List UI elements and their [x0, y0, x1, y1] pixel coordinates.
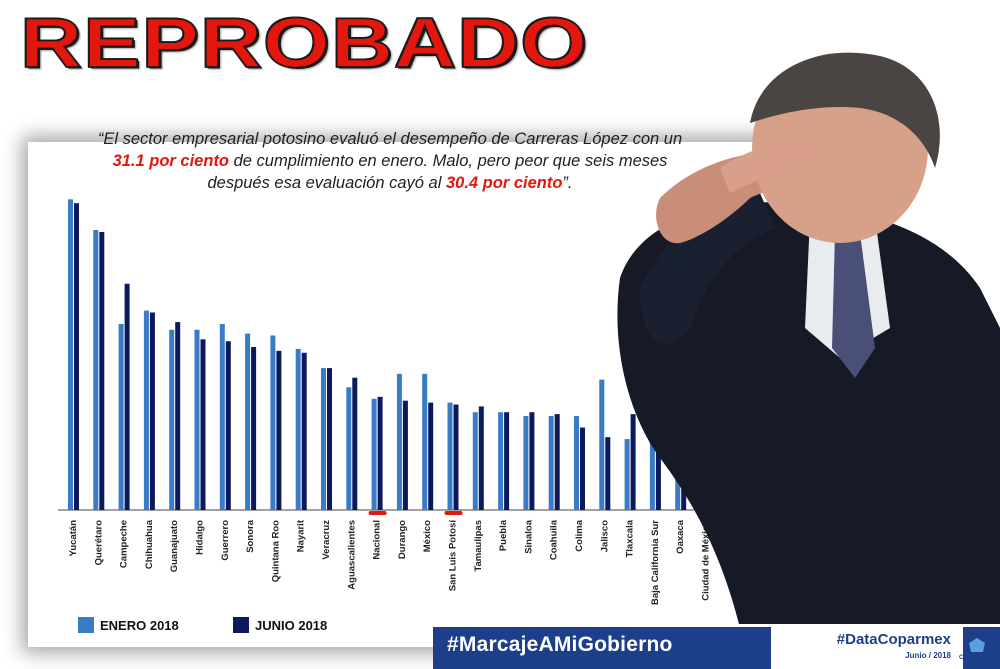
quote-part-1: “El sector empresarial potosino evaluó e…	[97, 130, 683, 148]
bar-junio	[605, 437, 611, 510]
bar-junio	[478, 406, 484, 510]
bar-enero	[321, 368, 326, 510]
x-tick-label: Yucatán	[68, 520, 79, 557]
legend-swatch-enero	[78, 617, 94, 633]
x-tick-label: Colima	[574, 519, 585, 551]
highlight-mark	[444, 511, 463, 515]
x-tick-label: Oaxaca	[675, 519, 686, 554]
x-tick-label: Aguascalientes	[346, 520, 357, 590]
bar-junio	[504, 412, 510, 510]
bar-enero	[118, 323, 124, 510]
quote-part-2: de cumplimiento en enero. Malo, pero peo…	[207, 152, 668, 192]
bar-enero	[599, 379, 605, 510]
bar-junio	[200, 339, 206, 510]
bar-enero	[194, 329, 200, 510]
banner-data-coparmex: #DataCoparmex Junio / 2018	[771, 627, 963, 669]
bar-junio	[327, 368, 332, 510]
footer-banner: #MarcajeAMiGobierno #DataCoparmex Junio …	[433, 624, 1000, 669]
bar-enero	[346, 387, 352, 510]
x-tick-label: Quintana Roo	[270, 520, 281, 582]
x-tick-label: San Luis Potosí	[448, 520, 459, 592]
quote-part-3: ”.	[562, 174, 573, 192]
x-tick-label: Veracruz	[321, 520, 332, 560]
bar-junio	[74, 203, 79, 511]
x-tick-label: Baja California Sur	[650, 520, 661, 605]
bar-enero	[396, 373, 402, 510]
bar-enero	[472, 412, 478, 510]
x-tick-label: México	[422, 520, 433, 552]
bar-junio	[630, 414, 636, 510]
bar-junio	[554, 414, 560, 510]
person-photo	[617, 52, 1000, 628]
x-tick-label: Chihuahua	[144, 519, 155, 569]
coparmex-logo-text: COPARMEX	[959, 655, 994, 661]
legend-label-enero: ENERO 2018	[100, 618, 179, 633]
bar-junio	[377, 396, 383, 510]
bar-junio	[149, 312, 155, 510]
bar-enero	[143, 310, 149, 510]
coparmex-logo-icon	[964, 633, 990, 656]
bar-junio	[301, 352, 307, 510]
x-tick-label: Querétaro	[93, 520, 104, 566]
x-tick-label: Nacional	[372, 520, 383, 560]
bar-junio	[580, 427, 585, 510]
x-tick-label: Ciudad de México	[701, 520, 712, 601]
bar-enero	[93, 230, 99, 510]
x-tick-label: Sinaloa	[523, 519, 534, 554]
bar-enero	[498, 412, 504, 510]
bar-junio	[352, 377, 358, 510]
legend-label-junio: JUNIO 2018	[255, 618, 328, 633]
bar-enero	[295, 348, 301, 510]
bar-junio	[175, 322, 181, 510]
bar-enero	[68, 199, 73, 510]
quote-text: “El sector empresarial potosino evaluó e…	[90, 128, 690, 194]
bar-enero	[422, 373, 428, 510]
bar-enero	[447, 402, 453, 510]
bar-enero	[649, 406, 655, 510]
x-tick-label: Tamaulipas	[473, 520, 484, 572]
bar-enero	[523, 416, 529, 510]
legend-swatch-junio	[233, 617, 249, 633]
quote-highlight-enero: 31.1 por ciento	[112, 152, 230, 170]
bar-junio	[453, 404, 459, 510]
bar-junio	[428, 402, 434, 510]
x-tick-label: Nayarit	[296, 519, 307, 552]
highlight-mark	[368, 511, 387, 515]
bar-enero	[624, 439, 630, 510]
bar-junio	[124, 283, 130, 510]
bar-enero	[169, 329, 175, 510]
bar-junio	[251, 347, 257, 510]
bar-enero	[371, 398, 377, 510]
bar-enero	[245, 333, 251, 510]
x-tick-label: Guerrero	[220, 520, 231, 561]
banner-hashtag[interactable]: #MarcajeAMiGobierno	[447, 633, 673, 656]
x-tick-label: Puebla	[498, 519, 509, 551]
banner-data-title[interactable]: #DataCoparmex	[836, 631, 951, 648]
x-tick-label: Campeche	[119, 520, 130, 568]
x-tick-label: Sonora	[245, 519, 256, 552]
x-tick-label: Guanajuato	[169, 520, 180, 572]
x-tick-label: Coahuila	[549, 519, 560, 560]
x-tick-label: Durango	[397, 520, 408, 559]
bar-enero	[219, 323, 225, 510]
banner-data-date: Junio / 2018	[905, 651, 951, 660]
x-tick-label: Jalisco	[599, 520, 610, 552]
bar-junio	[225, 341, 231, 510]
bar-junio	[99, 231, 105, 511]
bar-junio	[276, 350, 282, 510]
quote-highlight-junio: 30.4 por ciento	[445, 174, 563, 192]
bar-junio	[529, 412, 535, 510]
x-tick-label: Tlaxcala	[625, 519, 636, 557]
bar-enero	[270, 335, 276, 510]
bar-junio	[655, 421, 661, 510]
bar-enero	[574, 416, 579, 510]
headline: REPROBADO	[19, 3, 589, 83]
bar-junio	[402, 400, 408, 510]
bar-enero	[548, 416, 554, 510]
x-tick-label: Hidalgo	[195, 520, 206, 555]
